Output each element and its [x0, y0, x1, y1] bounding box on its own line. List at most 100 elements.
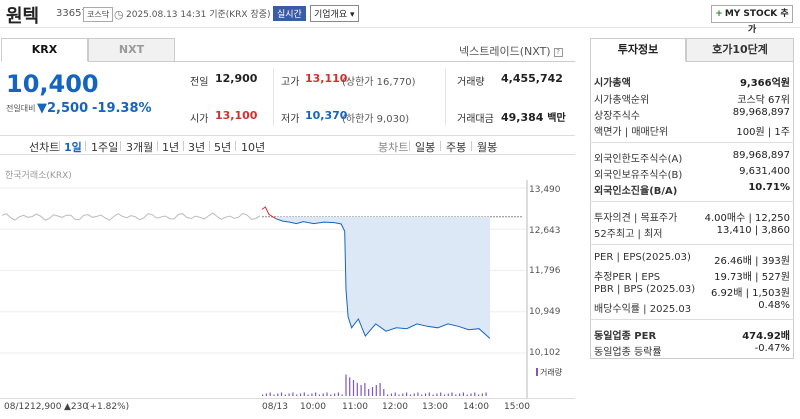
volume-bar [402, 393, 404, 396]
period-1d[interactable]: 1일 [64, 141, 82, 154]
volume-bar [375, 385, 377, 396]
nxt-link[interactable]: 넥스트레이드(NXT)? [459, 43, 563, 59]
market-badge: 코스닥 [83, 7, 114, 22]
realtime-badge: 실시간 [273, 6, 306, 21]
volume-bar [462, 392, 464, 396]
price-fill [275, 216, 490, 339]
monthly-candle-button[interactable]: 월봉 [477, 141, 498, 154]
volume-bar [368, 389, 370, 396]
divider [445, 68, 446, 126]
separator [59, 141, 60, 151]
separator [85, 141, 86, 151]
volume-bar [303, 392, 305, 396]
info-row-cap-rank: 시가총액순위 코스닥 67위 [594, 95, 790, 106]
info-row-pbr: PBR | BPS (2025.03) 6.92배 | 1,503원 [594, 284, 790, 299]
volume-bar [379, 383, 381, 396]
header-bar [0, 0, 800, 28]
volume-bar [315, 392, 317, 396]
volume-bar [481, 393, 483, 396]
volume-bar [485, 392, 487, 396]
volume-bar [436, 393, 438, 396]
y-tick: 10,949 [529, 307, 561, 317]
down-triangle-icon: ▼ [37, 101, 47, 116]
chart-footer [0, 398, 575, 419]
info-row-foreign-ratio: 외국인소진율(B/A) 10.71% [594, 182, 790, 197]
period-3m[interactable]: 3개월 [126, 141, 154, 154]
period-1y[interactable]: 1년 [162, 141, 180, 154]
volume-bar [288, 393, 290, 396]
plus-icon: + [715, 9, 723, 19]
candle-chart-button[interactable]: 봉차트 [378, 141, 409, 154]
x-tick: 12:00 [382, 402, 408, 412]
volume-bar [296, 394, 298, 396]
quote-datetime: 2025.08.13 14:31 기준(KRX 장중) [126, 10, 271, 20]
daily-candle-button[interactable]: 일봉 [415, 141, 436, 154]
price-line-up [261, 206, 277, 220]
tab-order-book[interactable]: 호가10단계 [686, 38, 794, 62]
info-row-sector-per: 동일업종 PER 474.92배 [594, 331, 790, 342]
volume-bars [262, 374, 487, 397]
volume-bar [428, 392, 430, 396]
company-overview-button[interactable]: 기업개요 ▾ [310, 5, 359, 22]
prev-day-label: 08/12 [4, 402, 30, 412]
volume-bar [421, 394, 423, 396]
period-1w[interactable]: 1주일 [91, 141, 119, 154]
line-chart-button[interactable]: 선차트 [29, 141, 60, 154]
add-mystock-button[interactable]: + MY STOCK 추가 [711, 5, 793, 35]
separator [183, 141, 184, 151]
stock-name: 원텍 [6, 6, 40, 27]
weekly-candle-button[interactable]: 주봉 [446, 141, 467, 154]
help-icon[interactable]: ? [553, 48, 563, 57]
separator [235, 141, 236, 151]
tab-nxt[interactable]: NXT [88, 38, 175, 62]
period-10y[interactable]: 10년 [241, 141, 266, 154]
high-value: 13,110 [305, 72, 348, 85]
info-row-per: PER | EPS(2025.03) 26.46배 | 393원 [594, 252, 790, 267]
open-value: 13,100 [215, 109, 258, 122]
volume-bar [387, 394, 389, 396]
volume-bar [356, 382, 358, 397]
divider [590, 201, 794, 202]
volume-bar [322, 393, 324, 396]
x-tick: 08/13 [262, 402, 288, 412]
volume-bar [334, 393, 336, 396]
tab-investment-info[interactable]: 투자정보 [590, 38, 686, 62]
high-label: 고가 [281, 77, 300, 88]
prev-day-percent: (+1.82%) [86, 402, 130, 412]
volume-bar [451, 392, 453, 396]
volume-bar [398, 394, 400, 396]
separator [409, 141, 410, 151]
tab-krx[interactable]: KRX [1, 38, 88, 62]
volume-bar [470, 393, 472, 396]
volume-bar [360, 385, 362, 396]
y-tick: 10,102 [529, 348, 561, 358]
period-bar [0, 135, 575, 155]
divider [590, 142, 794, 143]
info-row-sector-change: 동일업종 등락률 -0.47% [594, 343, 790, 358]
prev-day-line [1, 212, 261, 221]
upper-limit: (상한가 16,770) [342, 77, 416, 88]
separator [471, 141, 472, 151]
volume-value: 4,455,742 [501, 72, 563, 85]
price-line-down [275, 218, 491, 339]
volume-bar [383, 389, 385, 396]
volume-bar [318, 394, 320, 396]
info-row-foreign-limit: 외국인한도주식수(A) 89,968,897 [594, 150, 790, 165]
period-5y[interactable]: 5년 [214, 141, 232, 154]
y-tick: 13,490 [529, 185, 561, 195]
volume-bar [345, 374, 347, 396]
divider [273, 68, 274, 126]
volume-bar [311, 393, 313, 396]
volume-bar [292, 392, 294, 396]
price-chart [0, 180, 528, 398]
info-row-par-value: 액면가 | 매매단위 100원 | 1주 [594, 127, 790, 138]
volume-bar [364, 383, 366, 396]
volume-bar [269, 392, 271, 396]
volume-label: 거래량 [457, 77, 485, 88]
volume-bar [330, 394, 332, 396]
period-3y[interactable]: 3년 [188, 141, 206, 154]
clock-icon: ◷ [114, 8, 124, 21]
open-label: 시가 [190, 114, 209, 125]
investment-info-panel [590, 61, 794, 359]
volume-bar [277, 393, 279, 396]
